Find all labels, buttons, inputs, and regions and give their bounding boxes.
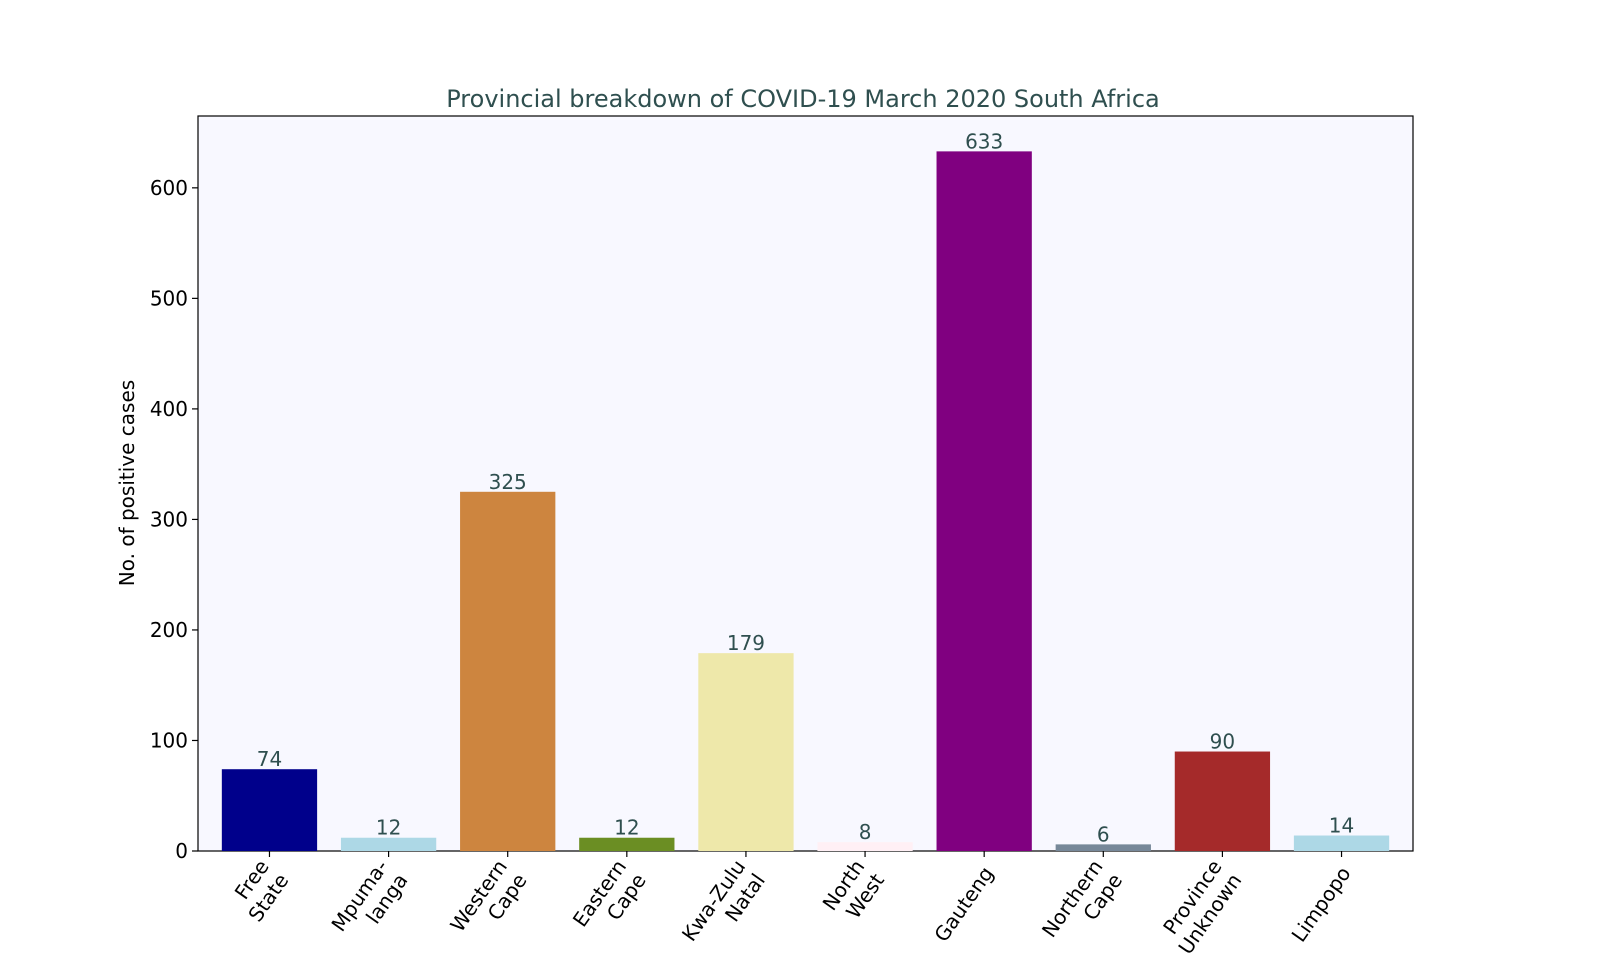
y-tick-label-500: 500 (150, 286, 188, 310)
bar-3 (579, 837, 675, 851)
chart-title: Provincial breakdown of COVID-19 March 2… (446, 85, 1159, 113)
y-axis-label: No. of positive cases (115, 380, 139, 586)
bar-value-label-6: 633 (965, 129, 1003, 153)
y-tick-label-200: 200 (150, 618, 188, 642)
bar-value-label-0: 74 (257, 747, 282, 771)
bar-9 (1293, 835, 1390, 851)
bar-value-label-8: 90 (1210, 730, 1235, 754)
y-tick-label-0: 0 (175, 839, 188, 863)
bar-value-label-7: 6 (1097, 822, 1110, 846)
x-tick-label-4: Kwa-ZuluNatal (677, 855, 770, 959)
bar-value-label-9: 14 (1329, 814, 1354, 838)
bar-2 (460, 491, 556, 851)
y-tick-label-300: 300 (150, 507, 188, 531)
y-tick-label-100: 100 (150, 728, 188, 752)
bar-1 (340, 837, 437, 851)
bar-5 (817, 842, 913, 851)
x-tick-label-5: NorthWest (818, 855, 889, 928)
bar-value-label-5: 8 (859, 820, 872, 844)
bar-value-label-1: 12 (376, 816, 401, 840)
bar-7 (1055, 844, 1151, 851)
bar-0 (221, 769, 318, 851)
x-tick-label-6: Gauteng (929, 862, 998, 946)
bar-4 (698, 653, 794, 851)
y-tick-label-600: 600 (150, 176, 188, 200)
x-tick-label-0: FreeState (224, 855, 294, 926)
bar-8 (1174, 751, 1271, 851)
y-axis: 0 100 200 300 400 500 600 (150, 176, 198, 863)
bar-6 (936, 151, 1032, 852)
bar-value-label-3: 12 (614, 816, 639, 840)
x-tick-label-3: EasternCape (568, 855, 651, 945)
x-axis: FreeState Mpuma-langa WesternCape EasternCa… (224, 851, 1356, 959)
x-tick-label-8: ProvinceUnknown (1154, 855, 1247, 959)
y-tick-label-400: 400 (150, 397, 188, 421)
x-tick-label-1: Mpuma-langa (326, 855, 412, 949)
bar-value-label-2: 325 (489, 470, 527, 494)
x-tick-label-2: WesternCape (445, 855, 531, 950)
plot-area (197, 115, 1414, 852)
bar-value-label-4: 179 (727, 631, 765, 655)
x-tick-label-9: Limpopo (1287, 862, 1356, 946)
x-tick-label-7: NorthernCape (1037, 855, 1127, 955)
bars-layer: 74 12 325 12 179 8 633 6 90 14 (221, 129, 1390, 852)
